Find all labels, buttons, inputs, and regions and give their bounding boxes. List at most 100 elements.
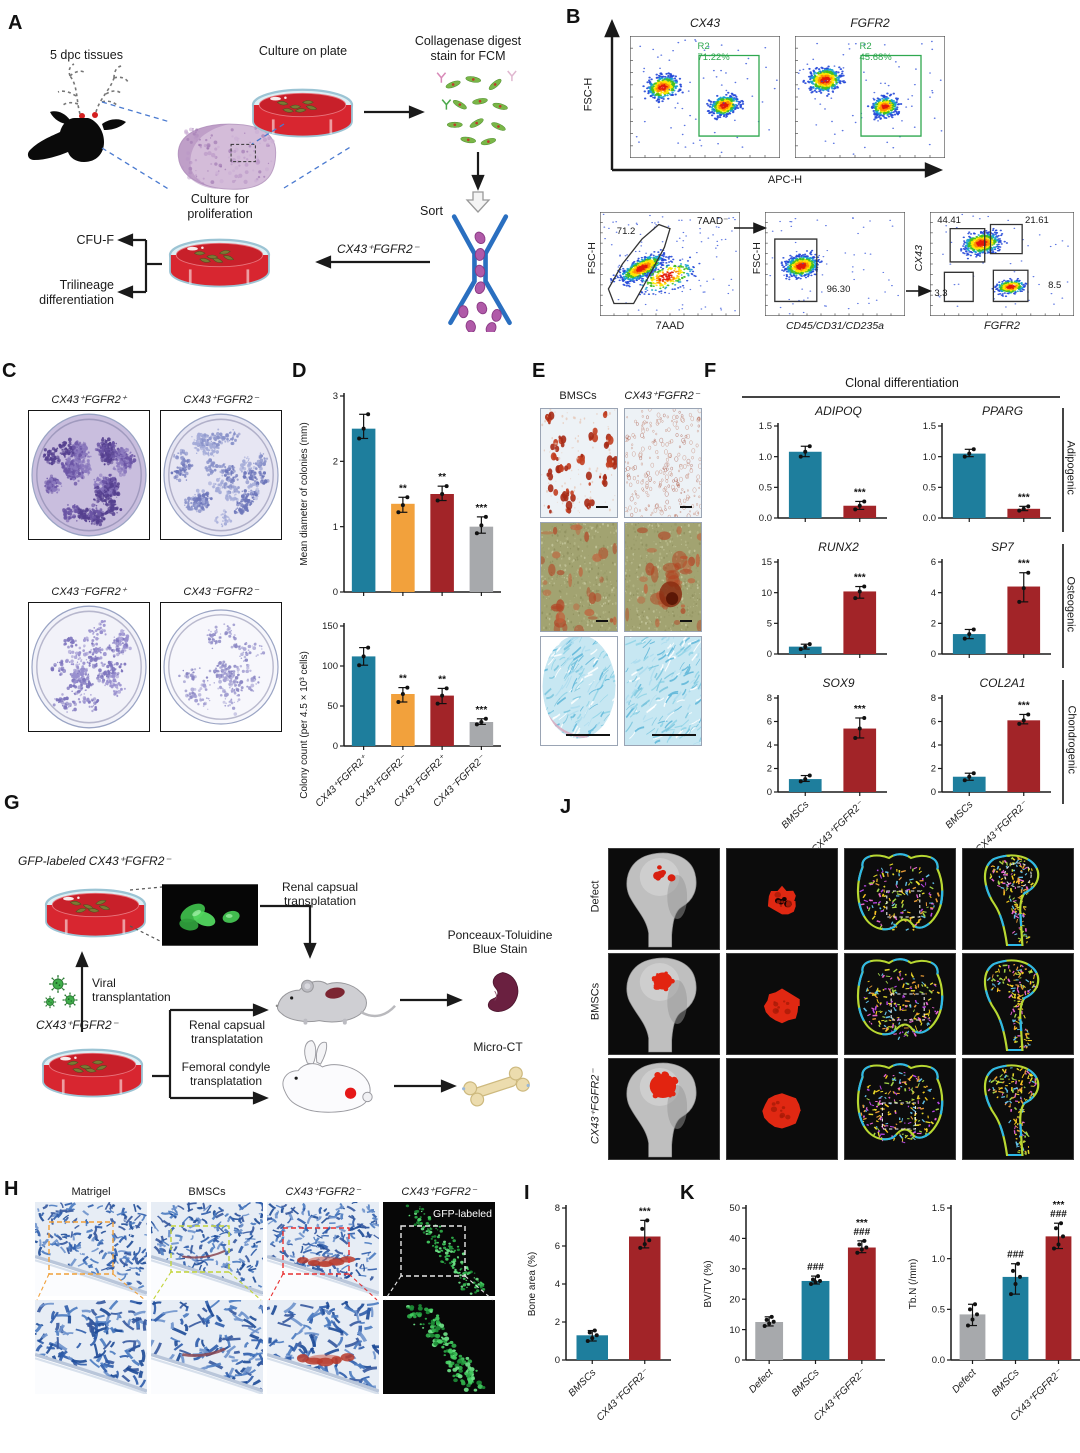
scale-bar	[652, 734, 696, 736]
petri-dish	[44, 888, 147, 938]
gate-label: R2 45.68%	[859, 41, 892, 63]
panel-k-label: K	[680, 1182, 695, 1204]
bone-icon	[462, 1066, 530, 1107]
mouse-illustration	[275, 979, 396, 1025]
apc-h-axis-label: APC-H	[767, 174, 803, 186]
panel-e-label: E	[532, 360, 546, 382]
gate-percentage: 96.30	[826, 283, 851, 295]
osteogenic-population-image	[624, 522, 702, 632]
histology-matrigel	[35, 1202, 147, 1296]
viral-transplantation-label: Viral transplantation	[92, 976, 171, 1005]
culture-proliferation-label: Culture for proliferation	[187, 192, 253, 221]
h-col-bmscs: BMSCs	[188, 1186, 226, 1198]
histology-matrigel-zoom	[35, 1300, 147, 1394]
gate-label: R2 71.22%	[697, 41, 730, 63]
quadrant-tl: 44.41	[937, 215, 961, 227]
petri-dish	[251, 88, 354, 138]
virus-icon	[43, 975, 78, 1009]
group-adipogenic: Adipogenic	[1064, 440, 1077, 495]
microct-3d-defect	[608, 848, 720, 950]
microct-3d-population	[608, 1058, 720, 1160]
panel-c-label: C	[2, 360, 17, 382]
microct-coronal-defect	[844, 848, 956, 950]
tissues-label: 5 dpc tissues	[50, 48, 123, 62]
microct-3d-bmscs	[608, 953, 720, 1055]
group-bracket	[1062, 544, 1064, 668]
flow-plot-cx43: R2 71.22%	[630, 36, 780, 158]
gfp-labeled-population: GFP-labeled CX43⁺FGFR2⁻	[18, 854, 171, 868]
gfp-labeled-tag: GFP-labeled	[433, 1208, 492, 1220]
histology-population-zoom	[267, 1300, 379, 1394]
population-label: CX43⁺FGFR2⁻	[36, 1018, 119, 1032]
panel-b-label: B	[566, 6, 581, 28]
chart-runx2: 0 5 10 15 RUNX2 ***	[742, 538, 892, 675]
j-row-bmscs: BMSCs	[589, 982, 602, 1021]
pedicle-dot	[92, 112, 98, 118]
cfu-plate-image-1	[28, 410, 150, 540]
chart-colony-count: 0 50 100 150 Colony count (per 4.5 × 10³ cel…	[296, 612, 506, 843]
chondrogenic-population-image	[624, 636, 702, 746]
tissue-section-image	[177, 123, 277, 190]
adipogenic-population-image	[624, 408, 702, 518]
clonal-differentiation-header: Clonal differentiation	[845, 376, 959, 390]
chart-tbn: 0.0 0.5 1.0 1.5 Tb.N (/mm) Defect ### BMSCs *** #…	[905, 1194, 1080, 1453]
petri-dish	[168, 238, 271, 288]
fsc-h-label: FSC-H	[585, 242, 598, 275]
cfu-plate-image-3	[28, 602, 150, 732]
7aad-negative-label: 7AAD⁻	[697, 216, 729, 227]
header-underline	[742, 396, 1060, 398]
scale-bar	[596, 506, 608, 508]
scale-bar	[596, 620, 608, 622]
kidney-icon	[487, 972, 519, 1012]
microct-coronal-bmscs	[844, 953, 956, 1055]
chart-col2a1: 0 2 4 6 8 COL2A1 BMSCs *** CX43⁺FGFR2⁻	[906, 674, 1056, 893]
flow-title-fgfr2: FGFR2	[850, 16, 890, 30]
culture-plate-label: Culture on plate	[258, 44, 348, 58]
histology-bmscs	[151, 1202, 263, 1296]
chart-sox9: 0 2 4 6 8 SOX9 BMSCs *** CX43⁺FGFR2⁻	[742, 674, 892, 893]
h-col-population-gfp: CX43⁺FGFR2⁻	[401, 1186, 477, 1198]
trilineage-label: Trilineage differentiation	[39, 278, 114, 307]
chondrogenic-bmscs-image	[540, 636, 618, 746]
chart-bone-area: 0 2 4 6 8 Bone area (%) BMSCs *** CX43⁺FGFR2⁻	[524, 1194, 676, 1453]
collagenase-label: Collagenase digest stain for FCM	[414, 34, 522, 63]
e-col-bmscs: BMSCs	[559, 390, 597, 402]
flow-title-cx43: CX43	[689, 16, 721, 30]
adipogenic-bmscs-image	[540, 408, 618, 518]
microct-label: Micro-CT	[473, 1040, 523, 1054]
panel-i-label: I	[524, 1182, 530, 1204]
scale-bar	[680, 620, 692, 622]
histology-population	[267, 1202, 379, 1296]
quadrant-br: 8.5	[1048, 279, 1062, 291]
gate-percentage: 71.2	[616, 225, 636, 237]
cell-sorter-illustration	[448, 214, 512, 332]
h-col-population: CX43⁺FGFR2⁻	[285, 1186, 361, 1198]
plate-label-4: CX43⁻FGFR2⁻	[183, 586, 259, 598]
plate-label-2: CX43⁺FGFR2⁻	[183, 394, 259, 406]
deer-illustration	[27, 63, 129, 162]
scale-bar	[566, 734, 610, 736]
flow-plot-7aad: 71.2	[600, 212, 740, 316]
chart-pparg: 0.0 0.5 1.0 1.5 PPARG ***	[906, 402, 1056, 539]
flow-plot-fgfr2: R2 45.68%	[795, 36, 945, 158]
chart-colony-diameter: 0 1 2 3 Mean diameter of colonies (mm) ** ** **…	[296, 382, 506, 613]
microct-sagittal-population	[962, 1058, 1074, 1160]
quadrant-bl: 3.3	[934, 287, 948, 299]
pedicle-dot	[79, 113, 85, 119]
panel-a-label: A	[8, 12, 23, 34]
osteogenic-bmscs-image	[540, 522, 618, 632]
gfp-fluorescence-image	[162, 884, 258, 946]
microct-sagittal-defect	[962, 848, 1074, 950]
panel-j-label: J	[560, 796, 572, 818]
panel-h-label: H	[4, 1178, 19, 1200]
j-row-population: CX43⁺FGFR2⁻	[589, 1068, 602, 1145]
panel-f-label: F	[704, 360, 717, 382]
flow-plot-quadrant: 44.41 21.61 3.3 8.5	[930, 212, 1074, 316]
histology-bmscs-zoom	[151, 1300, 263, 1394]
ponceaux-label: Ponceaux-Toluidine Blue Stain	[447, 928, 553, 957]
7aad-axis-label: 7AAD	[655, 320, 685, 332]
chart-sp7: 0 2 4 6 SP7 ***	[906, 538, 1056, 675]
fsc-h-axis-label: FSC-H	[582, 77, 595, 112]
cfu-label: CFU-F	[76, 233, 115, 247]
